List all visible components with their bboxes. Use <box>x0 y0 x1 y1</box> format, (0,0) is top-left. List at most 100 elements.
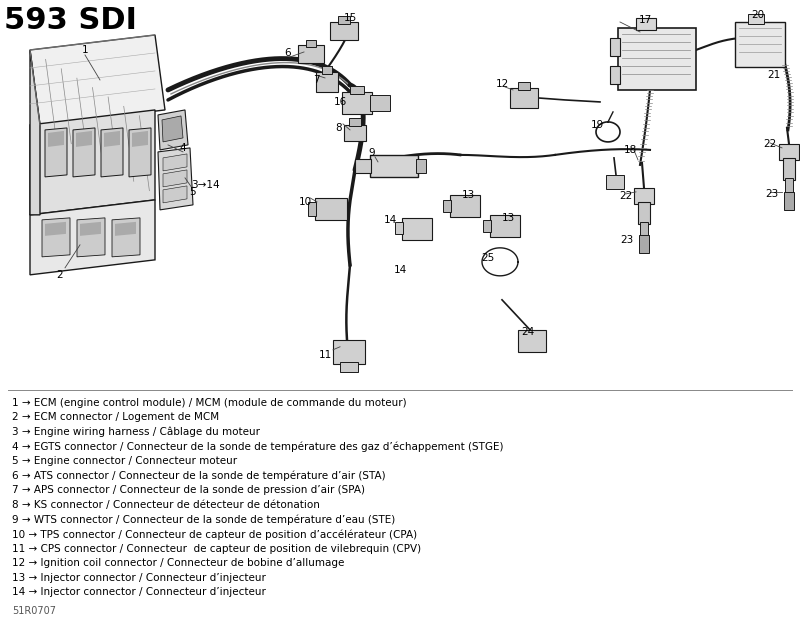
Text: 17: 17 <box>638 15 652 25</box>
FancyBboxPatch shape <box>618 28 696 90</box>
Polygon shape <box>101 128 123 177</box>
FancyBboxPatch shape <box>402 218 432 240</box>
Text: 6: 6 <box>285 48 291 58</box>
Text: 23: 23 <box>766 189 778 199</box>
Text: 11 → CPS connector / Connecteur  de capteur de position de vilebrequin (CPV): 11 → CPS connector / Connecteur de capte… <box>12 544 421 553</box>
Text: 16: 16 <box>334 97 346 107</box>
FancyBboxPatch shape <box>748 14 764 24</box>
Text: 24: 24 <box>522 327 534 337</box>
FancyBboxPatch shape <box>443 200 451 212</box>
FancyBboxPatch shape <box>606 175 624 189</box>
Polygon shape <box>77 218 105 257</box>
FancyBboxPatch shape <box>610 38 620 56</box>
FancyBboxPatch shape <box>308 202 316 216</box>
Text: 15: 15 <box>343 13 357 23</box>
Polygon shape <box>162 116 183 142</box>
Text: 14: 14 <box>394 265 406 275</box>
FancyBboxPatch shape <box>636 18 656 30</box>
Text: 12 → Ignition coil connector / Connecteur de bobine d’allumage: 12 → Ignition coil connector / Connecteu… <box>12 558 344 568</box>
FancyBboxPatch shape <box>634 188 654 204</box>
Text: 5: 5 <box>189 187 195 197</box>
FancyBboxPatch shape <box>338 16 350 24</box>
FancyBboxPatch shape <box>370 95 390 111</box>
FancyBboxPatch shape <box>640 222 648 236</box>
FancyBboxPatch shape <box>316 72 338 92</box>
Text: 14 → Injector connector / Connecteur d’injecteur: 14 → Injector connector / Connecteur d’i… <box>12 587 266 597</box>
FancyBboxPatch shape <box>349 118 361 126</box>
Polygon shape <box>163 170 187 187</box>
Polygon shape <box>76 131 92 147</box>
FancyBboxPatch shape <box>330 22 358 40</box>
FancyBboxPatch shape <box>735 22 785 67</box>
Text: 13: 13 <box>462 190 474 200</box>
FancyBboxPatch shape <box>315 198 347 220</box>
Text: 3 → Engine wiring harness / Câblage du moteur: 3 → Engine wiring harness / Câblage du m… <box>12 427 260 437</box>
Text: 2: 2 <box>57 270 63 280</box>
Polygon shape <box>158 148 193 210</box>
Polygon shape <box>163 186 187 203</box>
FancyBboxPatch shape <box>355 159 371 173</box>
FancyBboxPatch shape <box>395 222 403 234</box>
Text: 593 SDI: 593 SDI <box>4 6 137 35</box>
Text: 9: 9 <box>369 148 375 158</box>
FancyBboxPatch shape <box>779 144 799 160</box>
Text: 22: 22 <box>763 139 777 149</box>
Text: 10 → TPS connector / Connecteur de capteur de position d’accélérateur (CPA): 10 → TPS connector / Connecteur de capte… <box>12 529 417 540</box>
Text: 3→14: 3→14 <box>190 180 219 190</box>
FancyBboxPatch shape <box>610 66 620 84</box>
Text: 19: 19 <box>590 120 604 130</box>
FancyBboxPatch shape <box>298 45 324 63</box>
FancyBboxPatch shape <box>639 235 649 253</box>
FancyBboxPatch shape <box>638 202 650 224</box>
Polygon shape <box>30 35 165 125</box>
Polygon shape <box>30 50 40 215</box>
Text: 6 → ATS connector / Connecteur de la sonde de température d’air (STA): 6 → ATS connector / Connecteur de la son… <box>12 470 386 481</box>
Text: 7: 7 <box>313 75 319 85</box>
FancyBboxPatch shape <box>450 195 480 217</box>
FancyBboxPatch shape <box>518 82 530 90</box>
Text: 8: 8 <box>336 123 342 133</box>
FancyBboxPatch shape <box>322 66 332 74</box>
Text: 11: 11 <box>318 350 332 360</box>
FancyBboxPatch shape <box>483 220 491 232</box>
Polygon shape <box>30 110 155 215</box>
Text: 10: 10 <box>298 197 311 207</box>
FancyBboxPatch shape <box>510 88 538 108</box>
Text: 21: 21 <box>767 70 781 80</box>
FancyBboxPatch shape <box>783 158 795 180</box>
Polygon shape <box>45 128 67 177</box>
Polygon shape <box>45 222 66 236</box>
Text: 51R0707: 51R0707 <box>12 606 56 616</box>
Text: 4: 4 <box>180 143 186 153</box>
FancyBboxPatch shape <box>518 330 546 352</box>
FancyBboxPatch shape <box>350 86 364 94</box>
Polygon shape <box>48 131 64 147</box>
Polygon shape <box>30 200 155 275</box>
Text: 18: 18 <box>623 145 637 155</box>
Polygon shape <box>163 154 187 171</box>
FancyBboxPatch shape <box>784 192 794 210</box>
FancyBboxPatch shape <box>370 155 418 177</box>
FancyBboxPatch shape <box>785 178 793 192</box>
Polygon shape <box>112 218 140 257</box>
Polygon shape <box>132 131 148 147</box>
FancyBboxPatch shape <box>490 215 520 237</box>
Text: 1 → ECM (engine control module) / MCM (module de commande du moteur): 1 → ECM (engine control module) / MCM (m… <box>12 397 406 407</box>
Text: 23: 23 <box>620 235 634 245</box>
Text: 2 → ECM connector / Logement de MCM: 2 → ECM connector / Logement de MCM <box>12 412 219 422</box>
FancyBboxPatch shape <box>416 159 426 173</box>
Polygon shape <box>104 131 120 147</box>
Text: 20: 20 <box>751 10 765 20</box>
Text: 5 → Engine connector / Connecteur moteur: 5 → Engine connector / Connecteur moteur <box>12 456 237 466</box>
Text: 14: 14 <box>383 215 397 225</box>
Text: 12: 12 <box>495 79 509 89</box>
Text: 13: 13 <box>502 213 514 223</box>
FancyBboxPatch shape <box>340 362 358 372</box>
Polygon shape <box>115 222 136 236</box>
FancyBboxPatch shape <box>344 125 366 141</box>
Text: 13 → Injector connector / Connecteur d’injecteur: 13 → Injector connector / Connecteur d’i… <box>12 573 266 583</box>
Text: 8 → KS connector / Connecteur de détecteur de détonation: 8 → KS connector / Connecteur de détecte… <box>12 500 320 510</box>
Polygon shape <box>129 128 151 177</box>
Polygon shape <box>80 222 101 236</box>
Text: 4 → EGTS connector / Connecteur de la sonde de température des gaz d’échappement: 4 → EGTS connector / Connecteur de la so… <box>12 442 503 452</box>
